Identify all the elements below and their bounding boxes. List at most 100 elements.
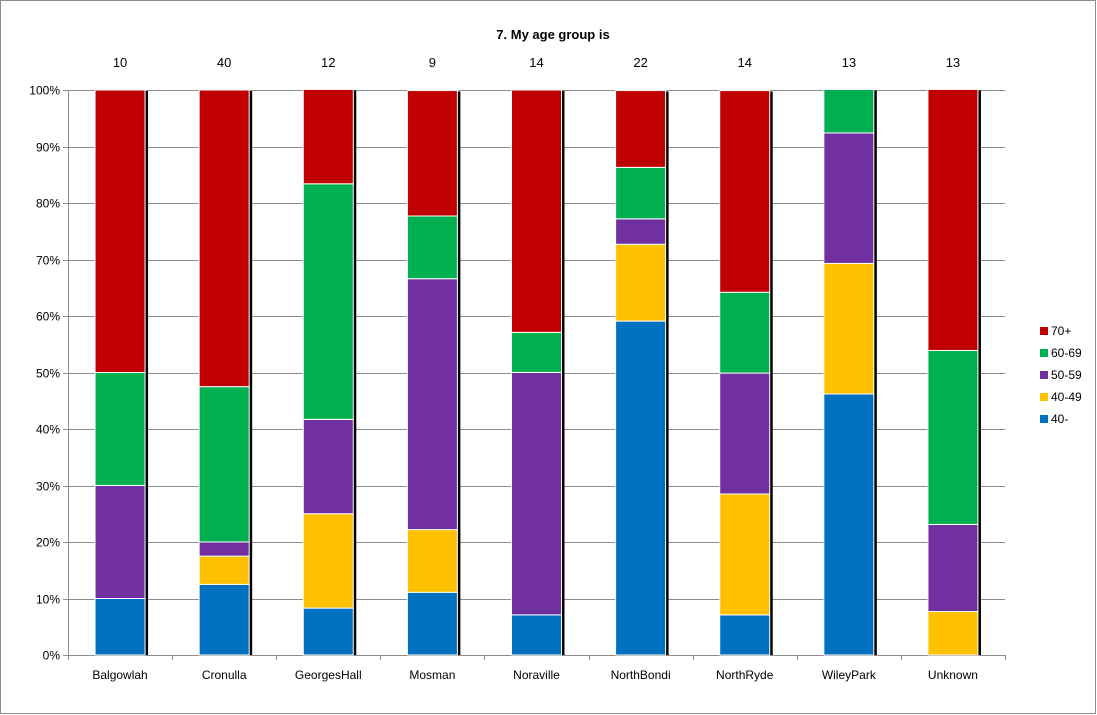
- category-label: Cronulla: [202, 668, 247, 682]
- bar-segment: [927, 610, 979, 656]
- bar-segment: [406, 591, 458, 656]
- bar-stack-wileypark: [823, 88, 877, 656]
- count-label: 13: [842, 55, 856, 70]
- bar-shadow: [249, 91, 253, 655]
- bar-segment: [198, 541, 250, 557]
- bar-segment: [511, 372, 562, 616]
- y-tick-label: 50%: [36, 367, 60, 381]
- bar-segment: [927, 88, 979, 351]
- count-label: 22: [633, 55, 647, 70]
- bar-stack-cronulla: [198, 89, 253, 656]
- bars: [94, 88, 981, 656]
- bar-stack-northryde: [719, 90, 773, 656]
- bar-segment: [823, 132, 875, 264]
- legend-swatch: [1040, 415, 1048, 423]
- bar-segment: [823, 393, 875, 656]
- bar-segment: [927, 523, 979, 612]
- legend-label: 70+: [1051, 324, 1071, 338]
- bar-segment: [511, 89, 562, 333]
- bar-shadow: [665, 91, 669, 655]
- y-tick-label: 80%: [36, 197, 60, 211]
- legend-swatch: [1040, 371, 1048, 379]
- bar-shadow: [873, 90, 877, 655]
- bar-segment: [511, 331, 562, 374]
- bar-segment: [719, 614, 771, 656]
- category-label: GeorgesHall: [295, 668, 362, 682]
- bar-stack-noraville: [511, 89, 565, 656]
- count-label: 14: [529, 55, 543, 70]
- bar-segment: [94, 372, 146, 486]
- bar-segment: [615, 90, 667, 168]
- y-tick-label: 10%: [36, 593, 60, 607]
- bar-segment: [719, 493, 771, 616]
- bar-segment: [406, 278, 458, 531]
- y-axis: 0% 10% 20% 30% 40% 50% 60% 70% 80% 90% 100%: [29, 84, 69, 663]
- bar-segment: [302, 183, 354, 420]
- count-label: 9: [429, 55, 436, 70]
- bar-segment: [198, 583, 250, 656]
- category-label: Unknown: [928, 668, 978, 682]
- count-label: 14: [737, 55, 751, 70]
- category-label: WileyPark: [822, 668, 877, 682]
- bar-stack-mosman: [406, 90, 461, 656]
- category-label: Balgowlah: [92, 668, 147, 682]
- bar-segment: [302, 88, 354, 185]
- bar-shadow: [977, 90, 981, 655]
- bar-segment: [823, 88, 875, 134]
- bar-segment: [927, 349, 979, 525]
- bar-stack-northbondi: [615, 90, 669, 656]
- y-tick-label: 30%: [36, 480, 60, 494]
- y-tick-label: 70%: [36, 254, 60, 268]
- bar-segment: [615, 166, 667, 220]
- bar-segment: [406, 529, 458, 593]
- bar-segment: [198, 89, 250, 388]
- bar-segment: [615, 320, 667, 656]
- y-tick-label: 100%: [29, 84, 60, 98]
- legend-swatch: [1040, 349, 1048, 357]
- bar-segment: [302, 418, 354, 515]
- bar-segment: [406, 215, 458, 280]
- bar-shadow: [145, 91, 149, 655]
- bar-segment: [406, 90, 458, 217]
- bar-shadow: [353, 90, 357, 655]
- category-label: Mosman: [409, 668, 455, 682]
- bar-stack-balgowlah: [94, 89, 149, 656]
- bar-segment: [302, 513, 354, 609]
- bar-segment: [719, 291, 771, 374]
- bar-segment: [94, 485, 146, 599]
- y-tick-label: 90%: [36, 141, 60, 155]
- legend-label: 40-: [1051, 412, 1068, 426]
- bar-segment: [94, 89, 146, 373]
- count-label: 13: [946, 55, 960, 70]
- bar-segment: [719, 90, 771, 293]
- legend-label: 60-69: [1051, 346, 1082, 360]
- y-tick-label: 0%: [43, 649, 61, 663]
- bar-segment: [511, 614, 562, 656]
- bar-segment: [615, 218, 667, 245]
- x-axis: Balgowlah Cronulla GeorgesHall Mosman Noravi…: [68, 655, 1006, 682]
- bar-segment: [719, 372, 771, 495]
- y-tick-label: 60%: [36, 310, 60, 324]
- category-label: Noraville: [513, 668, 560, 682]
- legend-swatch: [1040, 327, 1048, 335]
- bar-shadow: [561, 91, 565, 655]
- legend-swatch: [1040, 393, 1048, 401]
- bar-shadow: [457, 91, 461, 655]
- bar-segment: [302, 607, 354, 656]
- bar-segment: [615, 243, 667, 322]
- count-label: 12: [321, 55, 335, 70]
- bar-stack-georgeshall: [302, 88, 357, 656]
- bar-segment: [94, 598, 146, 656]
- bar-shadow: [769, 91, 773, 655]
- legend: 70+ 60-69 50-59 40-49 40-: [1040, 324, 1082, 426]
- count-label: 10: [113, 55, 127, 70]
- y-tick-label: 20%: [36, 536, 60, 550]
- bar-segment: [823, 262, 875, 395]
- count-labels: 10 40 12 9 14 22 14 13 13: [113, 55, 960, 70]
- y-tick-label: 40%: [36, 423, 60, 437]
- bar-stack-unknown: [927, 88, 981, 656]
- count-label: 40: [217, 55, 231, 70]
- legend-label: 40-49: [1051, 390, 1082, 404]
